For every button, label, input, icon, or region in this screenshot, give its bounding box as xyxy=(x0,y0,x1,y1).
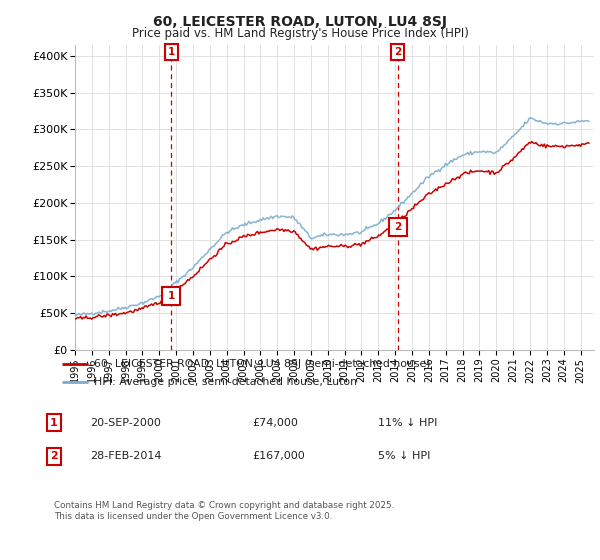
Text: 60, LEICESTER ROAD, LUTON, LU4 8SJ: 60, LEICESTER ROAD, LUTON, LU4 8SJ xyxy=(153,15,447,29)
Text: 28-FEB-2014: 28-FEB-2014 xyxy=(90,451,161,461)
Text: Contains HM Land Registry data © Crown copyright and database right 2025.
This d: Contains HM Land Registry data © Crown c… xyxy=(54,501,394,521)
Text: 2: 2 xyxy=(394,47,401,57)
Text: 2: 2 xyxy=(394,222,401,232)
Text: 60, LEICESTER ROAD, LUTON, LU4 8SJ (semi-detached house): 60, LEICESTER ROAD, LUTON, LU4 8SJ (semi… xyxy=(94,359,430,369)
Text: £74,000: £74,000 xyxy=(252,418,298,428)
Text: 1: 1 xyxy=(168,47,175,57)
Text: 11% ↓ HPI: 11% ↓ HPI xyxy=(378,418,437,428)
Text: 20-SEP-2000: 20-SEP-2000 xyxy=(90,418,161,428)
Text: 5% ↓ HPI: 5% ↓ HPI xyxy=(378,451,430,461)
Text: HPI: Average price, semi-detached house, Luton: HPI: Average price, semi-detached house,… xyxy=(94,377,356,387)
Text: Price paid vs. HM Land Registry's House Price Index (HPI): Price paid vs. HM Land Registry's House … xyxy=(131,27,469,40)
Text: 1: 1 xyxy=(168,291,175,301)
Text: £167,000: £167,000 xyxy=(252,451,305,461)
Text: 1: 1 xyxy=(50,418,58,428)
Text: 2: 2 xyxy=(50,451,58,461)
